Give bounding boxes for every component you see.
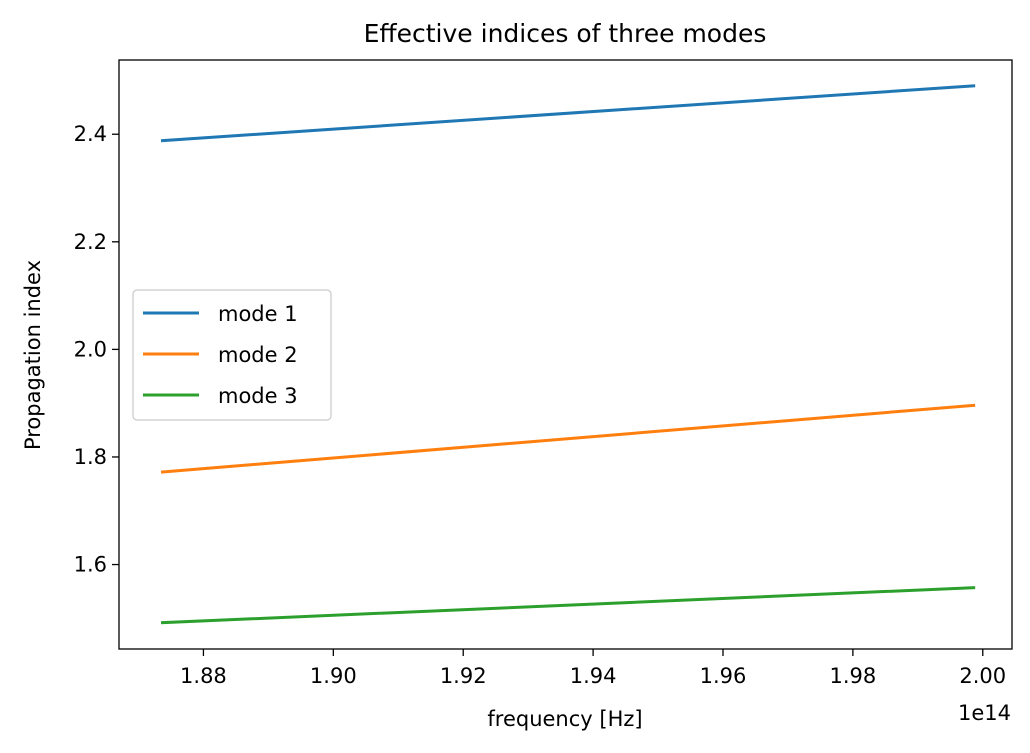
y-tick-label: 2.2 — [74, 230, 107, 254]
plot-frame — [118, 59, 1013, 650]
series-line-mode-3 — [160, 586, 976, 625]
x-axis-ticks: 1.88 1.90 1.92 1.94 1.96 1.98 2.00 — [180, 649, 1006, 688]
y-axis-label: Propagation index — [21, 260, 45, 450]
y-tick-label: 1.6 — [74, 553, 107, 577]
x-axis-label: frequency [Hz] — [487, 707, 642, 731]
series-line-mode-2 — [160, 403, 976, 474]
x-tick-label: 1.98 — [830, 664, 877, 688]
y-axis-ticks: 1.6 1.8 2.0 2.2 2.4 — [74, 122, 119, 577]
plot-lines — [160, 84, 976, 625]
y-tick-label: 2.4 — [74, 122, 107, 146]
legend-box — [132, 289, 332, 421]
x-tick-label: 2.00 — [959, 664, 1006, 688]
series-line-mode-1 — [160, 84, 976, 143]
chart-title: Effective indices of three modes — [364, 19, 767, 48]
legend-label-mode-2: mode 2 — [218, 343, 298, 367]
y-tick-label: 2.0 — [74, 337, 107, 361]
x-tick-label: 1.88 — [180, 664, 227, 688]
x-tick-label: 1.96 — [700, 664, 747, 688]
x-tick-label: 1.90 — [310, 664, 357, 688]
legend-label-mode-1: mode 1 — [218, 302, 298, 326]
legend: mode 1 mode 2 mode 3 — [132, 289, 332, 421]
y-tick-label: 1.8 — [74, 445, 107, 469]
x-tick-label: 1.92 — [440, 664, 487, 688]
x-tick-label: 1.94 — [570, 664, 617, 688]
x-axis-offset-label: 1e14 — [958, 701, 1011, 725]
legend-label-mode-3: mode 3 — [218, 384, 298, 408]
